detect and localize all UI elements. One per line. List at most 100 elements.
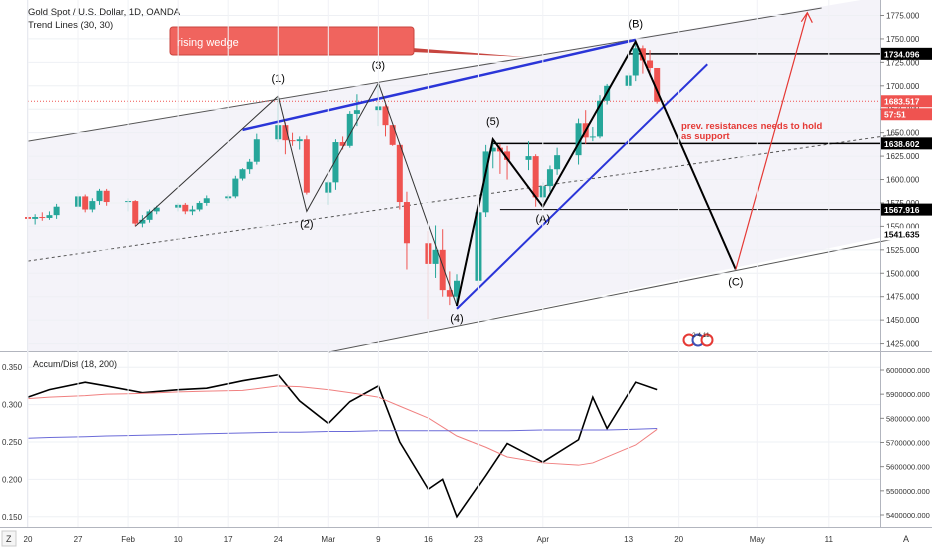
wedge-upper-line[interactable] [242,38,637,132]
symbol-title: Gold Spot / U.S. Dollar, 1D, OANDA [28,7,181,18]
indicator-right-tick: 5500000.000 [886,487,930,496]
price-tick-label: 1600.000 [886,176,920,185]
price-tag-level: 1638.602 [884,139,920,149]
callout-pointer [412,48,525,57]
candle-body[interactable] [632,48,639,76]
time-axis[interactable]: 20 27 Feb 10 17 24 Mar 9 16 23 Apr 13 20 May 11 [24,0,834,544]
channel-upper-line[interactable] [27,7,822,142]
price-tag-bg [881,95,932,108]
price-axis[interactable]: 1775.0001750.0001725.0001700.0001675.000… [880,11,920,349]
channel-lower-line[interactable] [328,237,901,353]
candle-body[interactable] [253,139,260,162]
candle-body[interactable] [504,151,511,160]
candle-body[interactable] [39,217,46,219]
candle-body[interactable] [53,206,60,216]
candle-body[interactable] [353,110,360,114]
candle-body[interactable] [396,144,403,203]
time-tick-label: May [750,535,765,544]
candle-body[interactable] [382,106,389,126]
candle-body[interactable] [139,219,146,224]
candle-body[interactable] [103,190,110,203]
candle-body[interactable] [597,100,603,137]
a-button[interactable]: A [900,531,914,546]
candle-body[interactable] [482,151,489,213]
candle-body[interactable] [489,147,496,152]
events-icon[interactable]: 2 4 11 [682,332,714,347]
wave-label: (4) [450,313,463,325]
price-tick-label: 1500.000 [886,269,920,278]
candle-body[interactable] [647,60,654,68]
candle-body[interactable] [525,156,532,160]
wave-path-1-4[interactable] [134,81,458,307]
time-tick-label: 9 [376,535,381,544]
wedge-lower-line[interactable] [456,63,708,310]
time-tick-label: 20 [24,535,33,544]
price-tick-label: 1475.000 [886,293,920,302]
candle-body[interactable] [639,48,646,61]
candle-body[interactable] [96,190,103,202]
price-channel [27,0,901,353]
candle-body[interactable] [282,125,289,141]
indicator-title: Trend Lines (30, 30) [28,20,113,31]
candle-body[interactable] [439,249,446,291]
channel-fill [28,0,880,352]
time-tick-label: 17 [224,535,233,544]
candle-body[interactable] [432,249,439,264]
candle-body[interactable] [46,215,53,218]
price-tick-label: 1625.000 [886,152,920,161]
z-button[interactable]: Z [1,530,17,547]
candle-body[interactable] [153,207,160,212]
indicator-left-tick: 0.200 [2,475,23,484]
wave-drawings[interactable]: (1)(2)(3)(4)(5)(A)(B)(C) [134,11,813,325]
candle-body[interactable] [189,209,196,212]
indicator-axes[interactable]: 0.350 0.300 0.250 0.200 0.150 6000000.000 5900… [2,363,930,522]
candle-body[interactable] [446,290,453,297]
indicator-left-tick: 0.250 [2,438,23,447]
candle-body[interactable] [654,67,661,102]
price-tag-plain: 1541.635 [884,230,920,240]
rising-wedge-callout[interactable]: rising wedge [169,26,525,57]
note-line-2: as support [681,131,730,142]
candle-body[interactable] [332,142,339,183]
candle-body[interactable] [32,217,39,219]
candle-body[interactable] [246,161,253,170]
candle-body[interactable] [296,139,303,142]
candle-body[interactable] [303,139,310,193]
candle-body[interactable] [546,169,553,187]
price-tick-label: 1750.000 [886,35,920,44]
time-tick-label: 11 [825,535,834,544]
projection-arrow-line[interactable] [735,12,808,270]
time-tick-label: 24 [274,535,283,544]
candle-body[interactable] [589,136,596,138]
candle-body[interactable] [339,142,346,146]
candle-body[interactable] [575,123,582,156]
price-tag-bg [881,228,932,241]
wave-label: (2) [300,218,313,230]
candle-body[interactable] [403,202,410,244]
channel-median-line[interactable] [27,133,901,262]
price-tags: 1734.096 1683.517 57:51 1638.602 1567.916 154… [881,47,932,241]
candle-body[interactable] [532,156,539,198]
candle-body[interactable] [146,211,153,220]
indicator-left-tick: 0.150 [2,513,23,522]
candle-body[interactable] [203,198,210,203]
indicator-left-tick: 0.300 [2,401,23,410]
candle-body[interactable] [89,201,96,210]
candle-body[interactable] [232,178,239,197]
candle-body[interactable] [196,202,203,210]
candle-body[interactable] [132,201,139,224]
candle-body[interactable] [389,125,396,145]
candle-body[interactable] [454,280,460,297]
candle-body[interactable] [289,140,296,142]
candle-body[interactable] [182,204,189,212]
price-tick-label: 1775.000 [886,11,920,20]
price-tick-label: 1700.000 [886,82,920,91]
candle-body[interactable] [554,155,561,170]
candle-body[interactable] [346,113,353,146]
price-tag-bg [881,108,932,121]
candle-body[interactable] [82,196,89,210]
wave-label: (5) [486,116,499,128]
indicator-left-tick: 0.350 [2,363,23,372]
candle-body[interactable] [239,169,246,179]
